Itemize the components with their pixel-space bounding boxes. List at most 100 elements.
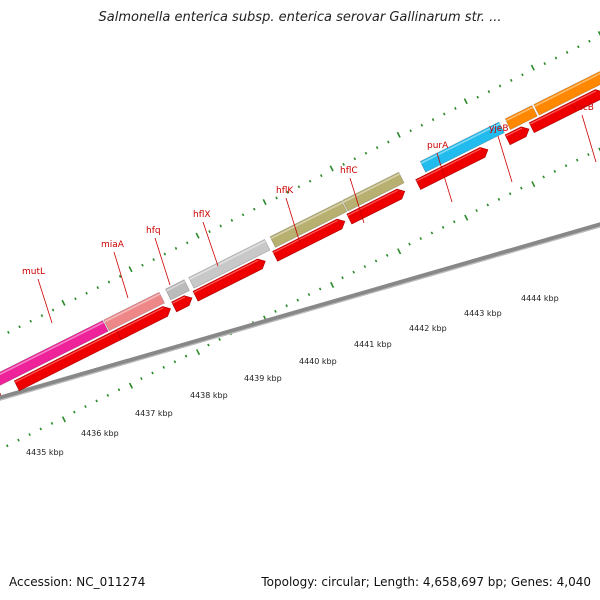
gene-bar-hfq bbox=[164, 279, 190, 301]
inner-tick bbox=[73, 410, 76, 414]
inner-tick bbox=[5, 444, 9, 448]
accession-text: Accession: NC_011274 bbox=[9, 575, 146, 589]
inner-tick bbox=[151, 371, 154, 375]
gene-bar-shine-hflC bbox=[342, 173, 400, 203]
gene-label-hflX: hflX bbox=[193, 210, 211, 220]
outer-tick bbox=[163, 252, 167, 256]
inner-tick bbox=[61, 416, 66, 423]
outer-tick bbox=[420, 123, 424, 127]
inner-tick bbox=[128, 382, 134, 389]
cds-arrow-8 bbox=[504, 126, 530, 146]
outer-tick bbox=[342, 162, 345, 166]
inner-tick bbox=[184, 354, 188, 358]
inner-tick bbox=[140, 377, 143, 381]
inner-tick bbox=[207, 343, 210, 347]
outer-tick bbox=[353, 157, 357, 161]
inner-tick bbox=[553, 169, 557, 173]
leader-line-hflC bbox=[349, 177, 365, 224]
map-title: Salmonella enterica subsp. enterica sero… bbox=[98, 10, 502, 25]
gene-bar-shine-purA bbox=[420, 123, 501, 164]
outer-tick bbox=[230, 218, 234, 222]
inner-tick bbox=[341, 276, 344, 280]
cds-highlight-6 bbox=[347, 189, 398, 216]
outer-tick bbox=[530, 64, 535, 71]
outer-tick bbox=[487, 90, 491, 94]
inner-tick bbox=[106, 393, 110, 397]
kbp-label: 4442 kbp bbox=[409, 324, 447, 333]
cds-arrow-2 bbox=[115, 306, 171, 340]
cds-arrow-5 bbox=[272, 218, 346, 262]
outer-tick bbox=[565, 50, 569, 54]
inner-tick bbox=[430, 231, 434, 235]
cds-arrow-7 bbox=[415, 147, 489, 190]
gene-label-vacB: vacB bbox=[572, 103, 594, 113]
outer-tick bbox=[521, 73, 524, 77]
outer-tick bbox=[29, 319, 33, 323]
cds-highlight-5 bbox=[273, 219, 338, 254]
outer-tick bbox=[554, 56, 558, 60]
inner-tick bbox=[475, 209, 478, 213]
inner-tick bbox=[452, 220, 456, 224]
inner-tick bbox=[28, 433, 31, 437]
gene-bar-purA bbox=[419, 121, 505, 173]
gene-bar-miaA bbox=[103, 291, 165, 332]
gene-bar-yjeB bbox=[504, 105, 538, 131]
outer-tick bbox=[85, 291, 88, 295]
cds-highlight-4 bbox=[193, 259, 259, 294]
kbp-label: 4441 kbp bbox=[354, 340, 392, 349]
tick-layer bbox=[5, 30, 600, 448]
outer-tick bbox=[18, 325, 21, 329]
outer-tick bbox=[128, 266, 133, 273]
leader-line-mutL bbox=[37, 278, 53, 324]
cds-highlight-2 bbox=[116, 307, 164, 332]
label-layer: 4435 kbp 4436 kbp 4437 kbp 4438 kbp 4439 kbp… bbox=[22, 103, 597, 457]
inner-tick bbox=[274, 309, 277, 313]
gene-bar-shine-hflX bbox=[189, 240, 266, 280]
inner-tick bbox=[363, 265, 367, 269]
inner-tick bbox=[17, 438, 20, 442]
outer-tick bbox=[454, 106, 457, 110]
outer-tick bbox=[195, 232, 200, 239]
inner-tick bbox=[352, 270, 355, 274]
inner-tick bbox=[397, 248, 402, 255]
outer-tick bbox=[107, 280, 111, 284]
inner-tick bbox=[195, 349, 201, 356]
inner-tick bbox=[385, 253, 389, 257]
inner-tick bbox=[318, 287, 322, 291]
gene-bar-hflC bbox=[341, 171, 405, 212]
inner-tick bbox=[374, 259, 378, 263]
inner-tick bbox=[39, 427, 43, 431]
outer-tick bbox=[275, 196, 278, 200]
cds-highlight-9 bbox=[529, 90, 597, 125]
cds-arrow-4 bbox=[192, 258, 266, 302]
gene-bar-shine-hfq bbox=[165, 280, 186, 292]
kbp-label: 4439 kbp bbox=[244, 374, 282, 383]
outer-tick bbox=[476, 95, 480, 99]
inner-tick bbox=[218, 337, 221, 341]
outer-tick bbox=[185, 241, 189, 245]
gene-bar-shine-miaA bbox=[104, 293, 161, 323]
gene-bar-shine-hflK bbox=[270, 201, 343, 240]
leader-line-hflK bbox=[285, 197, 301, 244]
gene-bar-shine-mutL bbox=[0, 321, 105, 376]
summary-text: Topology: circular; Length: 4,658,697 bp… bbox=[261, 575, 591, 589]
gene-label-yjeB: yjeB bbox=[489, 124, 509, 134]
outer-tick bbox=[208, 230, 211, 234]
inner-tick bbox=[84, 405, 87, 409]
kbp-label: 4438 kbp bbox=[190, 391, 228, 400]
gene-label-hfq: hfq bbox=[146, 226, 161, 236]
inner-tick bbox=[441, 225, 445, 229]
gene-bar-hflK bbox=[269, 200, 348, 248]
outer-tick bbox=[219, 224, 222, 228]
outer-tick bbox=[96, 286, 100, 290]
outer-tick bbox=[308, 179, 312, 183]
kbp-label: 4443 kbp bbox=[464, 309, 502, 318]
inner-tick bbox=[575, 158, 579, 162]
inner-tick bbox=[95, 399, 98, 403]
outer-tick bbox=[396, 131, 401, 138]
outer-tick bbox=[543, 62, 547, 66]
outer-tick bbox=[252, 207, 256, 211]
outer-tick bbox=[118, 274, 122, 278]
outer-tick bbox=[320, 174, 323, 178]
outer-tick bbox=[588, 39, 591, 43]
